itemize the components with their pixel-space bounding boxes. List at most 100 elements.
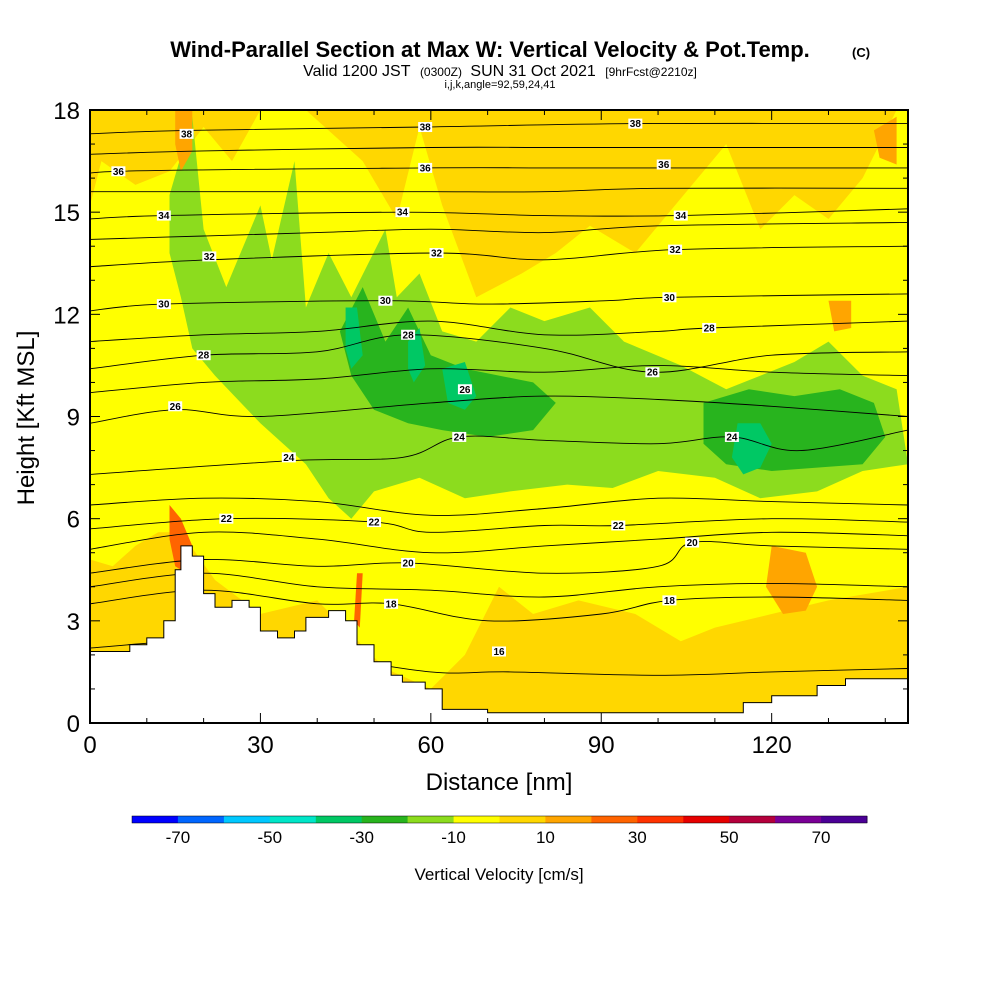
isentrope-label: 28 — [196, 350, 211, 362]
isentrope-label-bg — [378, 295, 393, 306]
colorbar-swatch — [637, 816, 684, 823]
isentrope-label-bg — [673, 210, 688, 221]
isentrope-label-text: 22 — [368, 518, 380, 529]
isentrope-label-text: 38 — [420, 123, 432, 134]
colorbar: -70 -50 -30 -10 10 30 50 70 — [131, 815, 868, 847]
subtitle-valid-time: Valid 1200 JST — [303, 63, 411, 80]
isentrope-label: 38 — [418, 122, 433, 134]
isentrope-label-bg — [111, 166, 126, 177]
isentrope-line-6 — [90, 497, 908, 516]
isentrope-label-text: 34 — [397, 208, 409, 219]
isentrope-label-text: 18 — [386, 599, 398, 610]
isentrope-label-bg — [156, 299, 171, 310]
isentrope-label: 26 — [168, 401, 183, 413]
colorbar-swatch — [315, 816, 363, 823]
velocity-region-4 — [703, 389, 886, 471]
isentrope-label: 32 — [668, 244, 683, 256]
isentrope-line-12 — [90, 293, 908, 312]
isentrope-label-text: 32 — [670, 245, 682, 256]
isentrope-label-bg — [202, 251, 217, 262]
chart-subtitle-indices: i,j,k,angle=92,59,24,41 — [444, 79, 555, 91]
isentrope-label-bg — [418, 122, 433, 133]
isentrope-label-text: 38 — [630, 119, 642, 130]
isentrope-label-text: 26 — [459, 385, 471, 396]
colorbar-swatch — [269, 816, 317, 823]
colorbar-tick-label: -70 — [166, 828, 191, 847]
isentrope-label: 22 — [611, 520, 626, 532]
isentrope-label-bg — [418, 162, 433, 173]
isentrope-label-bg — [628, 118, 643, 129]
isentrope-label-bg — [662, 595, 677, 606]
isentrope-label-bg — [168, 401, 183, 412]
colorbar-swatch — [775, 816, 822, 823]
colorbar-tick-label: -50 — [258, 828, 283, 847]
x-axis: 0 30 60 90 120 — [83, 110, 886, 759]
isentrope-label-bg — [457, 384, 472, 395]
colorbar-swatch — [499, 816, 546, 823]
isentrope-label: 20 — [685, 537, 700, 549]
isentrope-label-text: 18 — [664, 596, 676, 607]
colorbar-swatch — [591, 816, 638, 823]
isentrope-label-text: 36 — [420, 163, 432, 174]
isentrope-label-text: 22 — [221, 514, 233, 525]
copyright-mark: (C) — [852, 45, 870, 60]
isentrope-label-bg — [668, 244, 683, 255]
isentrope-label: 16 — [492, 646, 506, 658]
colorbar-tick-label: -10 — [441, 828, 466, 847]
y-tick-label: 9 — [67, 405, 80, 432]
isentrope-label-bg — [395, 207, 410, 218]
velocity-region-5 — [731, 423, 772, 475]
isentrope-line-9 — [90, 364, 908, 394]
chart-subtitle: Valid 1200 JST (0300Z) SUN 31 Oct 2021 [… — [303, 63, 697, 80]
isentrope-line-14 — [90, 221, 908, 240]
isentrope-label: 20 — [401, 557, 416, 569]
x-tick-label: 0 — [83, 732, 96, 759]
subtitle-date: SUN 31 Oct 2021 — [470, 63, 596, 80]
isentrope-label-bg — [492, 646, 506, 657]
isentrope-label: 26 — [457, 384, 472, 396]
isentrope-label-bg — [156, 210, 171, 221]
isentrope-line-10 — [90, 334, 908, 373]
x-tick-label: 30 — [247, 732, 274, 759]
isentrope-label-bg — [196, 350, 211, 361]
isentrope-label: 32 — [202, 251, 217, 263]
isentrope-line-1 — [90, 589, 908, 622]
colorbar-tick-label: 50 — [720, 828, 739, 847]
isentrope-label-bg — [179, 128, 194, 139]
isentrope-line-3 — [90, 540, 908, 574]
isentrope-label-bg — [219, 513, 234, 524]
isentrope-label: 30 — [156, 299, 171, 311]
isentrope-label: 28 — [702, 322, 717, 334]
isentrope-line-16 — [90, 187, 908, 193]
colorbar-tick-label: 10 — [536, 828, 555, 847]
colorbar-swatch — [821, 816, 868, 823]
y-tick-label: 18 — [53, 98, 80, 125]
isentrope-label-text: 34 — [158, 211, 170, 222]
isentrope-label-text: 32 — [431, 249, 443, 260]
isentrope-label-text: 36 — [113, 167, 125, 178]
chart-title: Wind-Parallel Section at Max W: Vertical… — [170, 37, 810, 62]
x-tick-label: 120 — [752, 732, 792, 759]
velocity-region-12 — [873, 116, 897, 165]
isentrope-label: 36 — [656, 159, 671, 171]
colorbar-swatch — [729, 816, 776, 823]
y-tick-label: 0 — [67, 711, 80, 738]
isentrope-label-bg — [429, 248, 444, 259]
colorbar-swatch — [132, 816, 179, 823]
isentrope-line-4 — [90, 531, 908, 554]
isentrope-label-bg — [662, 292, 677, 303]
isentrope-label-bg — [656, 159, 671, 170]
isentrope-label: 30 — [662, 292, 677, 304]
velocity-region-10 — [175, 110, 193, 172]
colorbar-swatch — [361, 816, 409, 823]
isentrope-label: 18 — [384, 598, 399, 610]
isentrope-label-text: 32 — [204, 252, 216, 263]
isentrope-label: 28 — [401, 329, 416, 341]
colorbar-swatch — [683, 816, 730, 823]
velocity-region-8 — [408, 328, 426, 383]
isentrope-label: 26 — [645, 367, 660, 379]
isentrope-label: 34 — [395, 207, 410, 219]
isentrope-label-bg — [645, 367, 660, 378]
isentrope-label-text: 28 — [704, 323, 716, 334]
